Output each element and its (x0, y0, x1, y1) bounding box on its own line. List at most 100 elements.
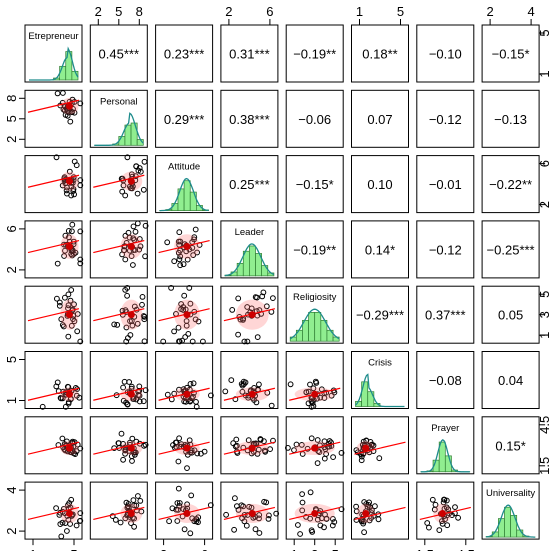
scatter-point (191, 236, 197, 243)
tick-label: 5 (397, 4, 404, 19)
scatter-point (140, 186, 147, 193)
scatter-point (39, 403, 46, 410)
scatter-point (120, 384, 126, 391)
scatter-point (128, 520, 134, 526)
scatter-point (444, 522, 451, 529)
scatter-point (313, 380, 320, 386)
scatter-point (183, 398, 189, 405)
scatter-point (166, 518, 173, 525)
scatter-point (134, 320, 141, 327)
scatter-point (59, 395, 66, 402)
scatter-point (235, 331, 242, 338)
fit-line (27, 506, 80, 521)
centroid-point (183, 311, 191, 319)
fit-line (93, 506, 145, 521)
scatter-point (62, 247, 68, 254)
scatter-point (65, 305, 71, 312)
correlation-label: 0.07 (367, 112, 392, 127)
scatter-point (321, 395, 328, 401)
panel-frame (416, 220, 475, 279)
scatter-point (129, 322, 136, 329)
scatter-panel (93, 493, 145, 530)
correlation-label: 0.14* (365, 242, 395, 257)
scatter-point (70, 188, 77, 194)
density-curve (159, 177, 209, 212)
scatter-point (67, 521, 73, 527)
scatter-point (135, 392, 142, 398)
panel-frame (155, 24, 214, 83)
panel-frame (220, 24, 279, 83)
scatter-panel (27, 435, 84, 458)
tick-label: 6 (4, 225, 19, 232)
scatter-point (136, 246, 143, 253)
scatter-point (129, 435, 136, 442)
scatter-point (254, 334, 261, 341)
scatter-point (353, 447, 360, 454)
scatter-panel (158, 435, 210, 472)
panel-frame (220, 89, 279, 148)
scatter-point (259, 293, 266, 300)
scatter-point (186, 285, 193, 291)
scatter-point (68, 322, 75, 329)
scatter-point (164, 239, 171, 246)
scatter-point (178, 441, 185, 448)
scatter-point (207, 502, 214, 509)
tick-label: 1 (356, 4, 363, 19)
scatter-point (65, 302, 72, 309)
scatter-point (299, 507, 306, 514)
scatter-point (190, 380, 197, 387)
scatter-point (112, 517, 119, 523)
scatter-point (183, 322, 190, 329)
scatter-point (142, 441, 149, 448)
scatter-point (60, 106, 67, 113)
scatter-point (329, 522, 336, 529)
scatter-point (177, 262, 184, 269)
scatter-point (188, 395, 195, 402)
panel-frame (351, 89, 409, 148)
correlation-label: −0.12 (429, 242, 462, 257)
scatter-point (120, 397, 127, 404)
scatter-point (54, 90, 61, 97)
scatter-panel (223, 495, 280, 536)
scatter-point (260, 289, 267, 296)
scatter-point (317, 442, 323, 449)
centroid-point (127, 243, 135, 251)
scatter-point (182, 334, 189, 340)
centroid-point (248, 444, 256, 452)
scatter-point (137, 498, 144, 504)
centroid-point (183, 243, 191, 251)
panel-frame (155, 89, 214, 148)
scatter-point (130, 497, 137, 504)
tick-label: 2 (4, 527, 19, 534)
scatter-point (239, 382, 246, 389)
scatter-panel (289, 489, 345, 537)
correlation-label: −0.29*** (356, 308, 404, 323)
correlation-label: −0.01 (429, 177, 462, 192)
fit-line (93, 239, 145, 254)
scatter-panel (158, 485, 214, 537)
tick-label: 6 (537, 160, 550, 167)
tick-label: 2 (160, 547, 167, 551)
centroid-point (362, 509, 370, 517)
scatter-point (69, 221, 76, 228)
scatter-point (338, 450, 345, 456)
panel-frame (416, 155, 475, 214)
scatter-point (317, 394, 324, 401)
scatter-point (243, 522, 250, 529)
centroid-point (65, 390, 73, 398)
scatter-point (208, 392, 214, 399)
scatter-point (118, 430, 125, 437)
fit-line (27, 387, 80, 401)
scatter-point (244, 338, 251, 345)
correlation-label: 0.04 (498, 373, 523, 388)
centroid-point (311, 390, 319, 398)
scatter-point (187, 381, 194, 387)
scatter-point (67, 118, 74, 125)
scatter-point (223, 511, 230, 518)
scatter-point (73, 522, 80, 529)
correlation-label: −0.25*** (487, 242, 535, 257)
scatter-point (74, 328, 81, 335)
fit-line (93, 387, 145, 401)
scatter-point (328, 392, 335, 399)
scatter-point (193, 399, 199, 405)
